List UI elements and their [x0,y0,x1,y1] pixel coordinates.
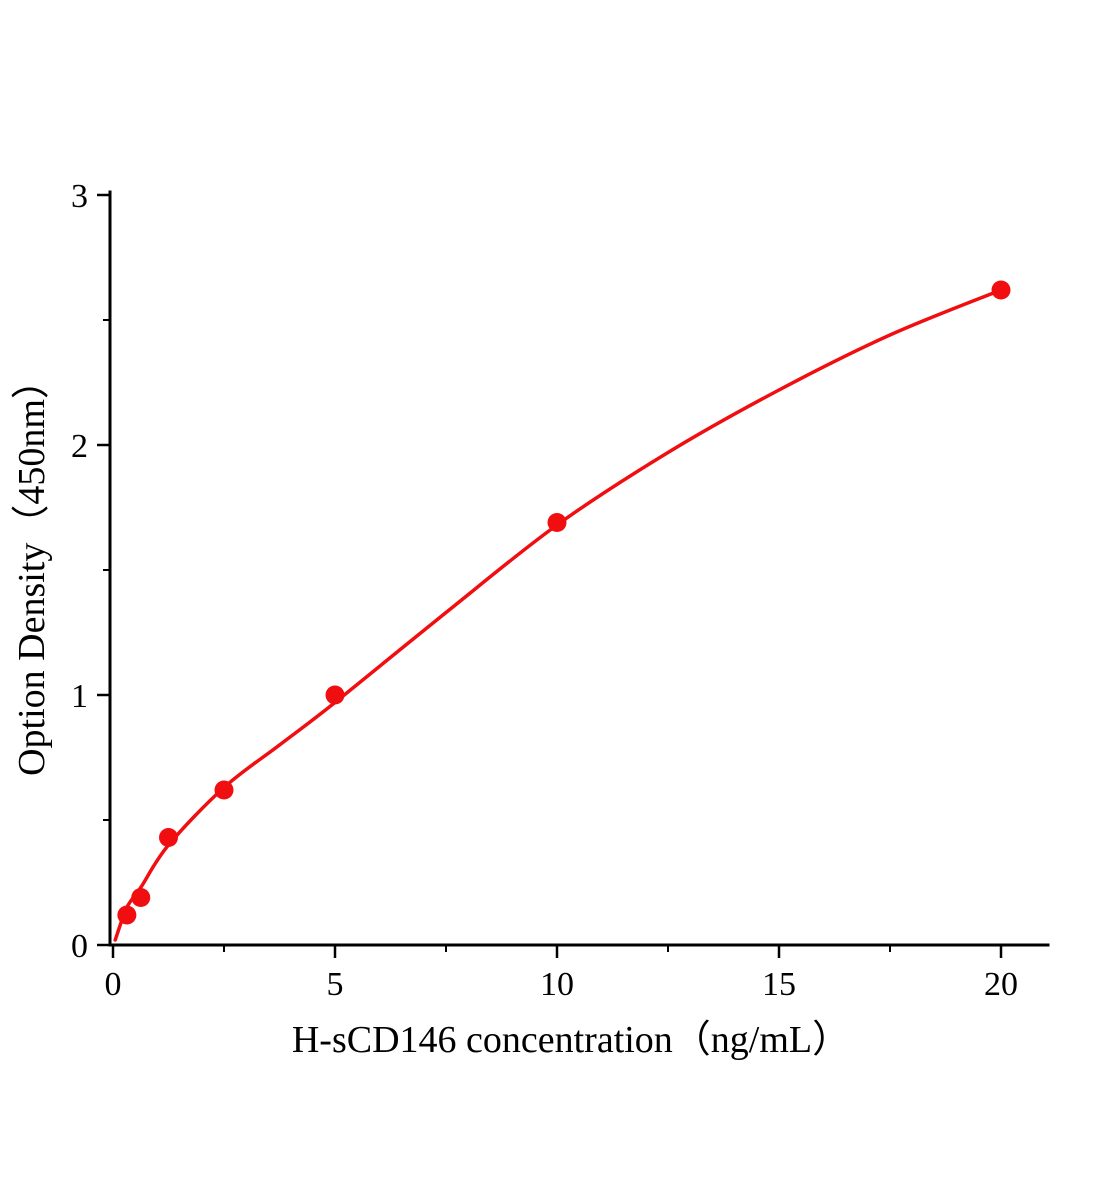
x-tick-label: 5 [327,966,344,1003]
data-point-marker [131,888,151,907]
y-tick-label: 1 [71,678,88,715]
x-tick-label: 0 [105,966,122,1003]
data-point-marker [214,780,234,800]
y-tick-label: 2 [71,428,88,465]
data-point-marker [991,280,1011,300]
y-tick-label: 0 [71,928,88,965]
data-point-marker [159,828,178,847]
x-tick-label: 10 [540,966,574,1003]
x-tick-label: 20 [984,966,1018,1003]
fitted-curve [113,288,1003,942]
data-point-marker [547,513,567,532]
data-point-marker [117,905,137,925]
x-axis-title: H-sCD146 concentration（ng/mL） [292,1019,850,1061]
data-point-marker [325,685,345,705]
x-tick-label: 15 [762,966,796,1003]
y-axis-title: Option Density（450nm） [11,361,53,776]
y-tick-label: 3 [71,178,88,215]
